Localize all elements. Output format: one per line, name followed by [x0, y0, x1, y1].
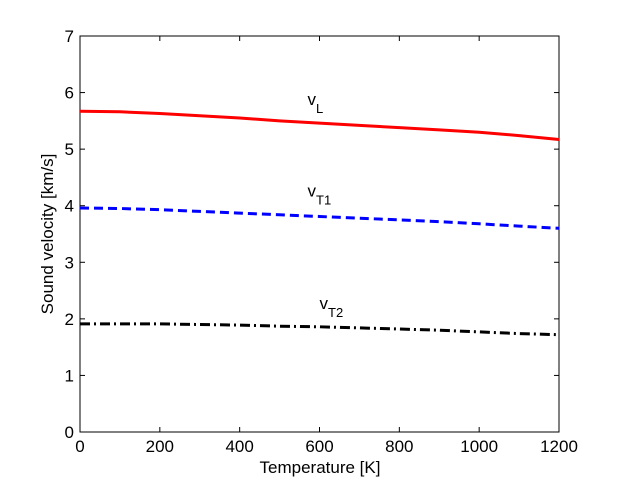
x-tick-label: 800: [385, 437, 413, 456]
x-tick-label: 200: [146, 437, 174, 456]
y-tick-label: 6: [65, 84, 74, 103]
y-tick-label: 4: [65, 197, 74, 216]
y-tick-label: 0: [65, 423, 74, 442]
x-axis: 0 200 400 600 800 1000 1200: [75, 36, 578, 456]
x-tick-label: 1000: [460, 437, 498, 456]
y-axis: 0 1 2 3 4 5 6 7: [65, 27, 559, 442]
series-line-v-t1: [79, 206, 560, 230]
y-tick-label: 5: [65, 140, 74, 159]
plot-area: [79, 35, 560, 433]
x-axis-label: Temperature [K]: [260, 458, 381, 477]
x-tick-label: 0: [75, 437, 84, 456]
x-tick-label: 400: [225, 437, 253, 456]
y-axis-label: Sound velocity [km/s]: [38, 154, 57, 315]
y-tick-label: 7: [65, 27, 74, 46]
y-tick-label: 1: [65, 366, 74, 385]
x-tick-label: 1200: [540, 437, 578, 456]
x-tick-label: 600: [305, 437, 333, 456]
y-tick-label: 3: [65, 253, 74, 272]
series-line-v-l: [79, 109, 560, 141]
y-tick-label: 2: [65, 310, 74, 329]
series-layer: [79, 109, 560, 337]
